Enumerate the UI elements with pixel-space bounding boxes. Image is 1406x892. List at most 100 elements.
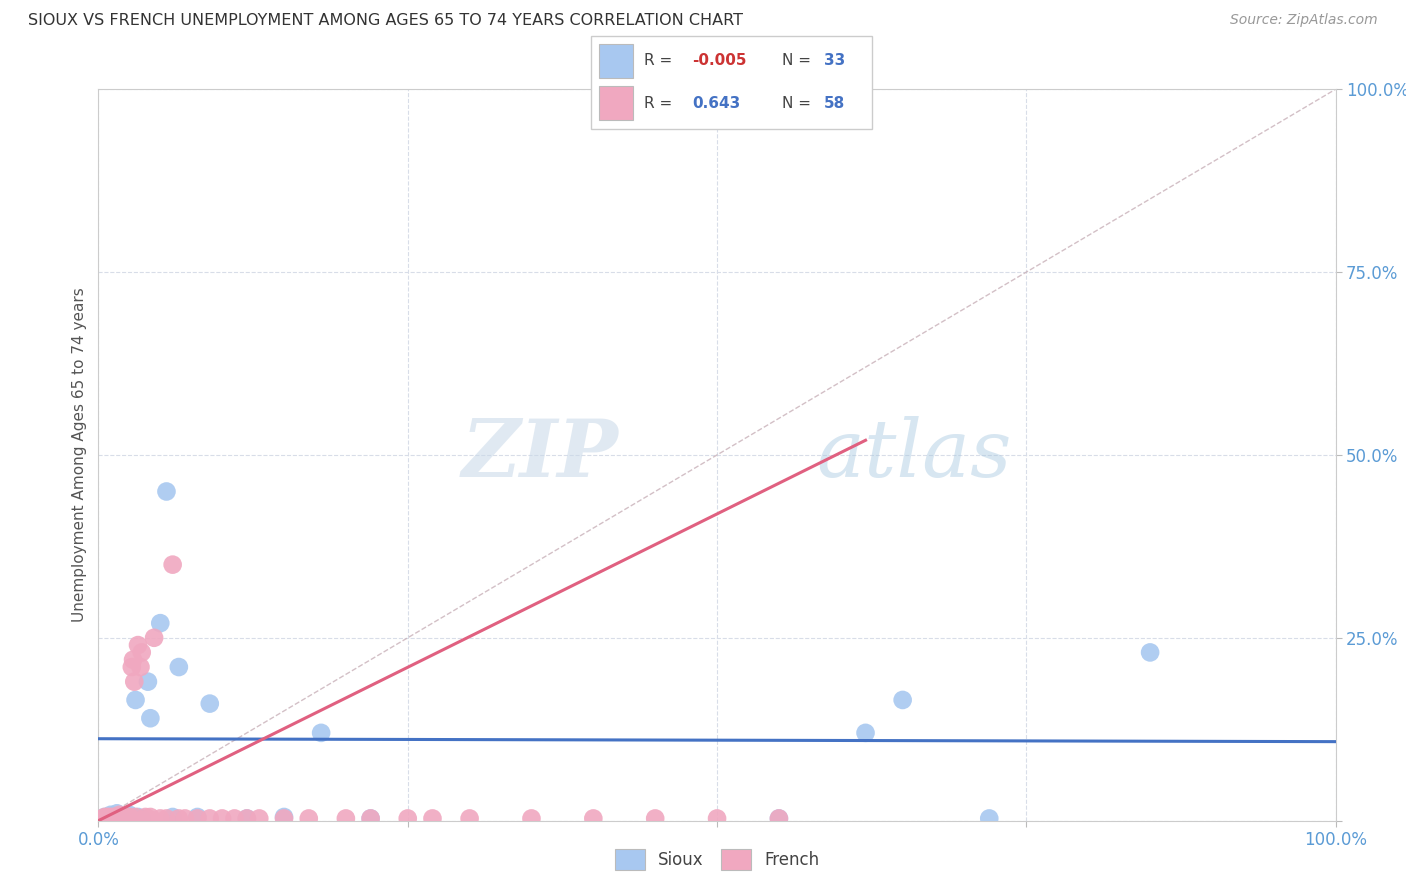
Point (112, 810, 135, 824)
Point (520, 812, 543, 826)
Point (155, 484, 177, 499)
Text: Source: ZipAtlas.com: Source: ZipAtlas.com (1230, 13, 1378, 28)
Point (186, 812, 208, 826)
Point (93, 810, 115, 824)
Point (100, 812, 122, 826)
Point (830, 104, 852, 119)
Point (107, 812, 129, 826)
Point (360, 812, 382, 826)
Point (224, 812, 246, 826)
Point (124, 810, 146, 824)
FancyBboxPatch shape (599, 44, 633, 78)
Point (112, 812, 135, 826)
Text: 0.643: 0.643 (692, 95, 740, 111)
Point (167, 812, 190, 826)
Text: 58: 58 (824, 95, 845, 111)
Text: R =: R = (644, 95, 672, 111)
Point (105, 810, 128, 824)
Point (309, 726, 332, 740)
Point (97, 812, 120, 826)
Point (139, 810, 162, 824)
Point (149, 812, 172, 826)
Point (273, 810, 295, 824)
Point (111, 810, 134, 824)
Point (114, 812, 136, 826)
Point (162, 810, 184, 824)
Point (273, 812, 295, 826)
Point (768, 812, 790, 826)
Point (118, 810, 141, 824)
Point (98, 810, 121, 824)
Point (396, 812, 419, 826)
Point (103, 810, 125, 824)
FancyBboxPatch shape (599, 87, 633, 120)
Point (136, 812, 159, 826)
Point (127, 638, 149, 652)
Text: 33: 33 (824, 54, 845, 69)
Point (198, 697, 221, 711)
Text: SIOUX VS FRENCH UNEMPLOYMENT AMONG AGES 65 TO 74 YEARS CORRELATION CHART: SIOUX VS FRENCH UNEMPLOYMENT AMONG AGES … (28, 13, 744, 29)
Point (117, 812, 139, 826)
Point (121, 660, 143, 674)
Point (458, 812, 481, 826)
Point (891, 693, 914, 707)
Point (139, 711, 162, 725)
Point (186, 810, 208, 824)
Point (855, 726, 877, 740)
Point (167, 660, 190, 674)
Legend: Sioux, French: Sioux, French (606, 841, 828, 878)
Point (236, 812, 259, 826)
Point (118, 807, 141, 822)
Point (155, 812, 177, 826)
Point (110, 810, 132, 824)
Point (124, 693, 146, 707)
Point (121, 812, 143, 826)
Point (143, 631, 166, 645)
Point (134, 810, 156, 824)
Point (136, 674, 159, 689)
Point (115, 810, 138, 824)
Point (114, 810, 136, 824)
Point (103, 810, 125, 824)
Point (112, 812, 135, 826)
Text: atlas: atlas (815, 417, 1011, 493)
Text: R =: R = (644, 54, 672, 69)
Point (107, 812, 129, 826)
Text: N =: N = (782, 95, 811, 111)
Point (247, 812, 270, 826)
Point (101, 810, 124, 824)
FancyBboxPatch shape (591, 36, 872, 129)
Point (100, 807, 122, 822)
Point (298, 812, 321, 826)
Text: -0.005: -0.005 (692, 54, 747, 69)
Point (105, 806, 128, 821)
Text: N =: N = (782, 54, 811, 69)
Point (131, 812, 153, 826)
Point (96, 810, 118, 824)
Point (706, 812, 728, 826)
Text: ZIP: ZIP (461, 417, 619, 493)
Point (98, 810, 121, 824)
Point (131, 645, 153, 659)
Point (110, 812, 132, 826)
Point (1139, 645, 1161, 659)
Point (103, 812, 125, 826)
Point (335, 812, 357, 826)
Point (124, 674, 146, 689)
Point (93, 810, 115, 824)
Point (236, 812, 259, 826)
Point (122, 653, 145, 667)
Point (96, 812, 118, 826)
Point (94, 812, 117, 826)
Y-axis label: Unemployment Among Ages 65 to 74 years: Unemployment Among Ages 65 to 74 years (72, 287, 87, 623)
Point (120, 812, 142, 826)
Point (108, 807, 131, 822)
Point (360, 812, 382, 826)
Point (582, 812, 605, 826)
Point (162, 558, 184, 572)
Point (91, 812, 114, 826)
Point (174, 812, 197, 826)
Point (103, 812, 125, 826)
Point (129, 660, 152, 674)
Point (149, 616, 172, 631)
